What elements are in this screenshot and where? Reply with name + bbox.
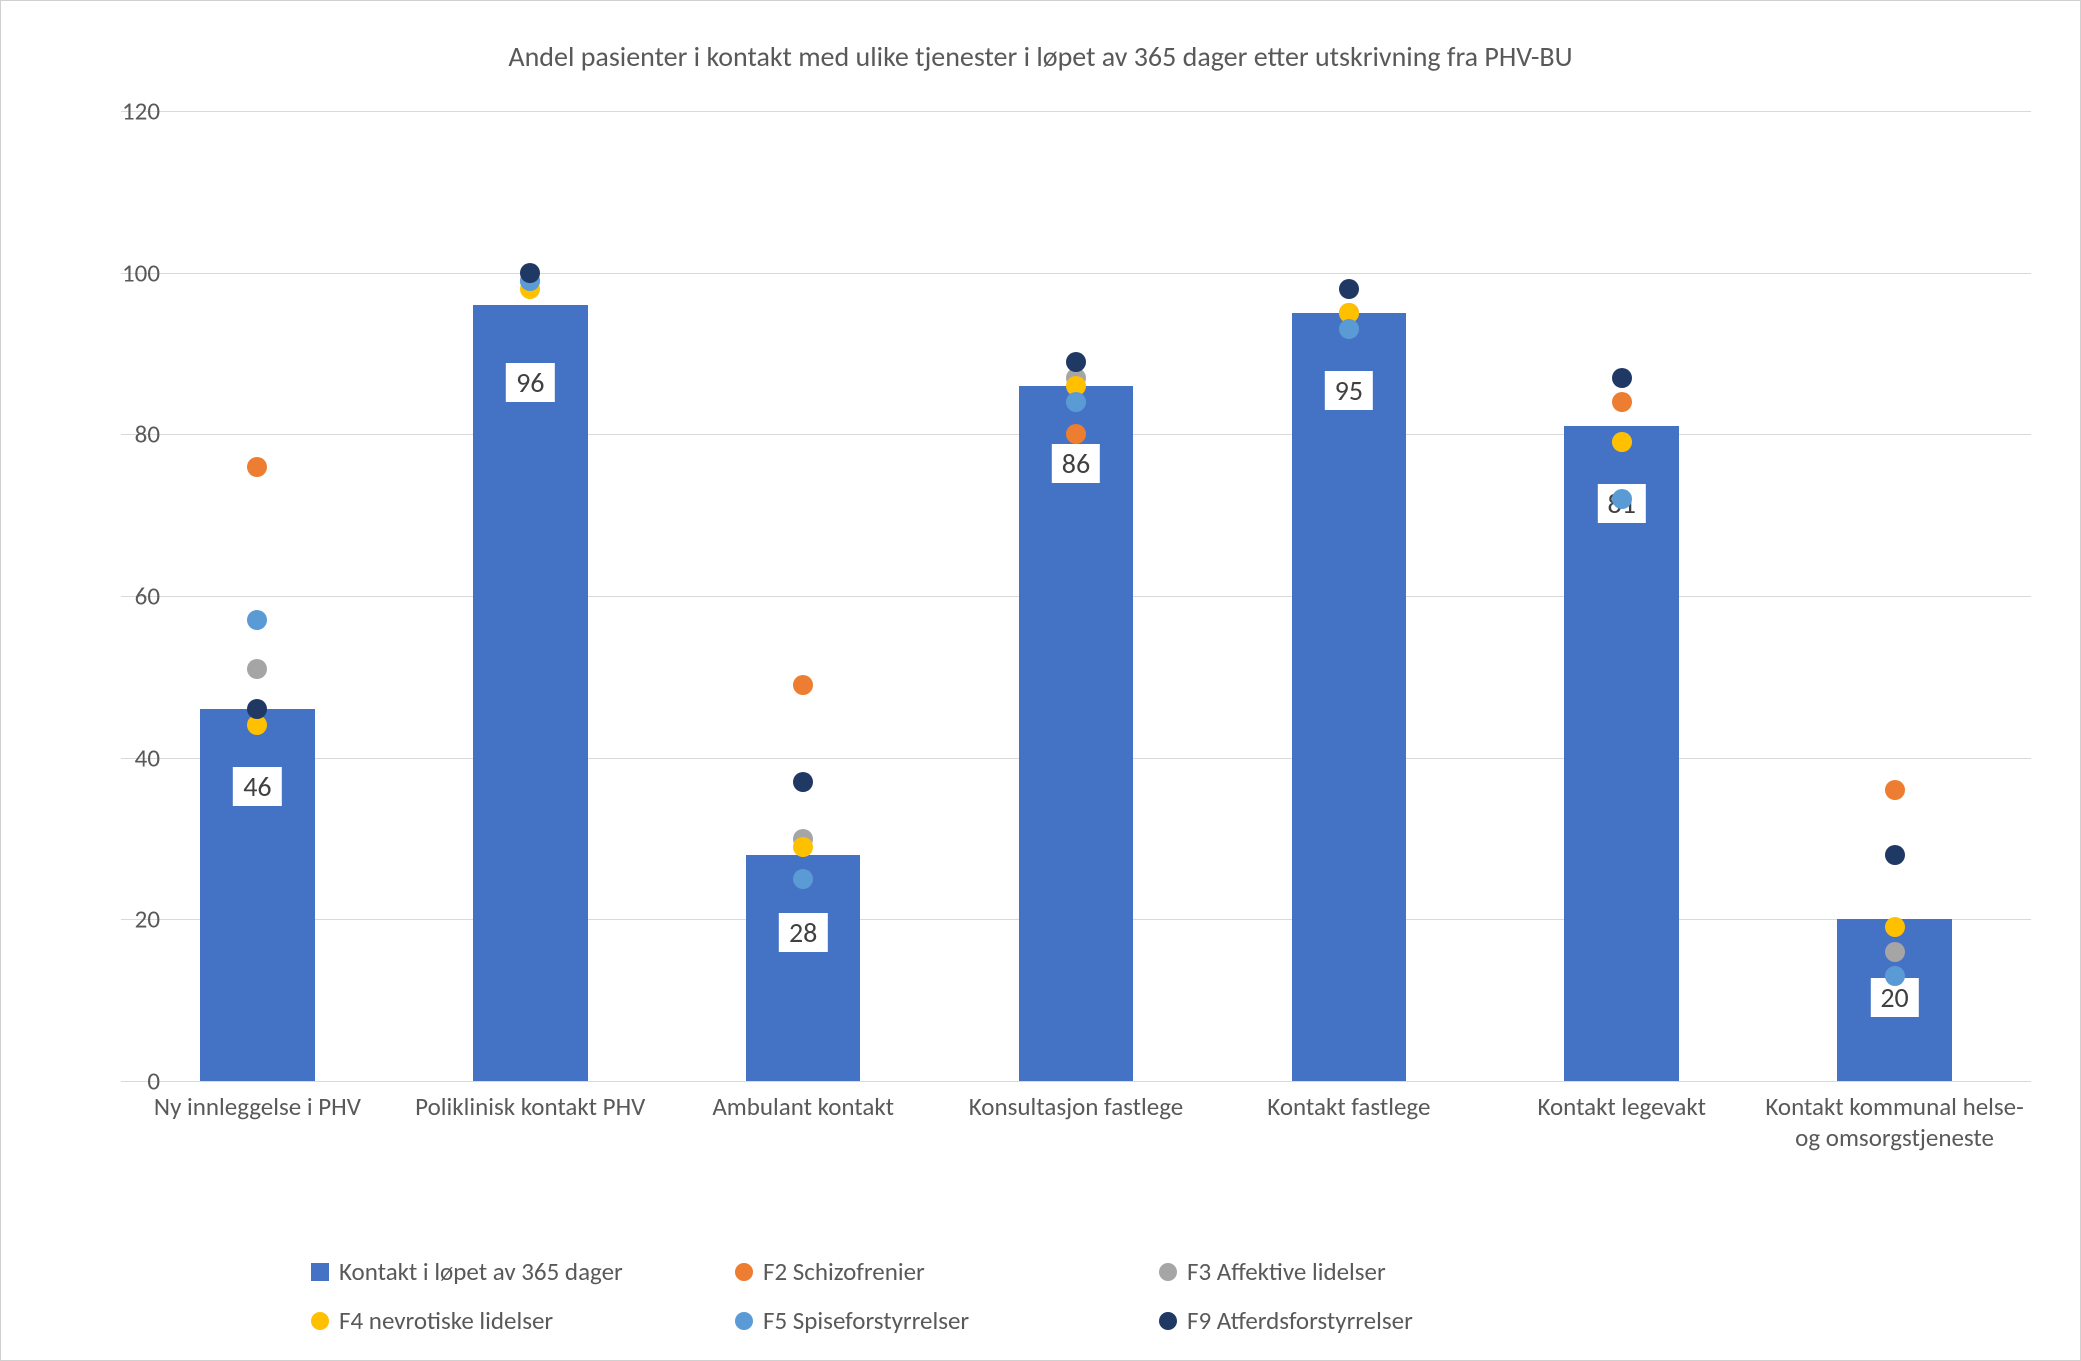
ytick-label: 120 <box>80 96 160 127</box>
marker-f3 <box>247 659 267 679</box>
ytick-label: 100 <box>80 257 160 288</box>
legend-swatch-circle <box>735 1263 753 1281</box>
xtick-label: Kontakt legevakt <box>1492 1091 1751 1122</box>
marker-f2 <box>1885 780 1905 800</box>
legend-item-bar: Kontakt i løpet av 365 dager <box>311 1256 731 1287</box>
xtick-label: Kontakt kommunal helse- og omsorgstjenes… <box>1765 1091 2024 1153</box>
ytick-label: 80 <box>80 419 160 450</box>
legend-item-f3: F3 Affektive lidelser <box>1159 1256 1579 1287</box>
legend-label: F5 Spiseforstyrrelser <box>763 1305 969 1336</box>
marker-f5 <box>1612 489 1632 509</box>
plot-area: 46962886958120 <box>121 111 2031 1081</box>
xtick-label: Ny innleggelse i PHV <box>128 1091 387 1122</box>
marker-f9 <box>1339 279 1359 299</box>
legend-swatch-circle <box>735 1312 753 1330</box>
legend-swatch-square <box>311 1263 329 1281</box>
marker-f9 <box>520 263 540 283</box>
marker-f2 <box>1612 392 1632 412</box>
markers-layer <box>121 111 2031 1081</box>
ytick-label: 40 <box>80 742 160 773</box>
marker-f5 <box>1066 392 1086 412</box>
legend-item-f2: F2 Schizofrenier <box>735 1256 1155 1287</box>
xtick-label: Poliklinisk kontakt PHV <box>401 1091 660 1122</box>
legend-label: F3 Affektive lidelser <box>1187 1256 1386 1287</box>
xtick-label: Konsultasjon fastlege <box>946 1091 1205 1122</box>
chart-title: Andel pasienter i kontakt med ulike tjen… <box>1 39 2080 74</box>
legend-label: F9 Atferdsforstyrrelser <box>1187 1305 1413 1336</box>
marker-f2 <box>793 675 813 695</box>
marker-f2 <box>247 457 267 477</box>
marker-f4 <box>1612 432 1632 452</box>
gridline <box>121 1081 2031 1082</box>
legend-label: Kontakt i løpet av 365 dager <box>339 1256 623 1287</box>
legend-swatch-circle <box>1159 1312 1177 1330</box>
legend-item-f9: F9 Atferdsforstyrrelser <box>1159 1305 1579 1336</box>
legend: Kontakt i løpet av 365 dager F2 Schizofre… <box>311 1256 1960 1336</box>
marker-f9 <box>1066 352 1086 372</box>
legend-item-f4: F4 nevrotiske lidelser <box>311 1305 731 1336</box>
ytick-label: 60 <box>80 581 160 612</box>
marker-f9 <box>1612 368 1632 388</box>
chart-container: Andel pasienter i kontakt med ulike tjen… <box>0 0 2081 1361</box>
marker-f3 <box>1885 942 1905 962</box>
legend-swatch-circle <box>311 1312 329 1330</box>
legend-swatch-circle <box>1159 1263 1177 1281</box>
marker-f5 <box>793 869 813 889</box>
legend-label: F4 nevrotiske lidelser <box>339 1305 553 1336</box>
marker-f5 <box>247 610 267 630</box>
marker-f9 <box>793 772 813 792</box>
ytick-label: 20 <box>80 904 160 935</box>
marker-f2 <box>1066 424 1086 444</box>
marker-f5 <box>1339 319 1359 339</box>
marker-f9 <box>247 699 267 719</box>
xtick-label: Ambulant kontakt <box>674 1091 933 1122</box>
marker-f4 <box>1885 917 1905 937</box>
marker-f4 <box>793 837 813 857</box>
marker-f9 <box>1885 845 1905 865</box>
xtick-label: Kontakt fastlege <box>1219 1091 1478 1122</box>
marker-f5 <box>1885 966 1905 986</box>
legend-item-f5: F5 Spiseforstyrrelser <box>735 1305 1155 1336</box>
legend-label: F2 Schizofrenier <box>763 1256 925 1287</box>
